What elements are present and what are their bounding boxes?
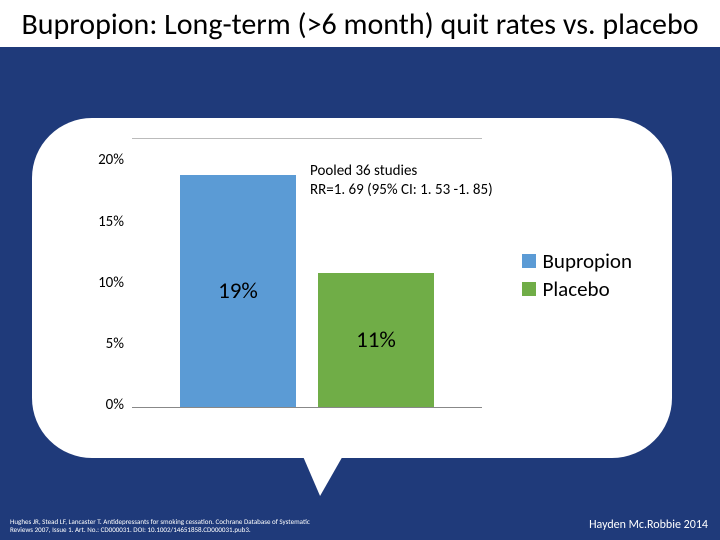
citation: Hughes JR, Stead LF, Lancaster T. Antide… — [10, 518, 310, 534]
plot-area: 0% 5% 10% 15% 20% 19% 11% Pooled 36 stud… — [132, 138, 482, 408]
legend-label-bupropion: Bupropion — [542, 248, 632, 274]
bar-placebo: 11% — [318, 273, 434, 408]
legend-label-placebo: Placebo — [542, 276, 609, 302]
legend-swatch-placebo — [522, 282, 536, 296]
slide-title: Bupropion: Long-term (>6 month) quit rat… — [20, 8, 700, 43]
legend: Bupropion Placebo — [522, 248, 632, 304]
citation-line2: Reviews 2007, Issue 1. Art. No.: CD00003… — [10, 526, 310, 534]
annotation-line2: RR=1. 69 (95% CI: 1. 53 -1. 85) — [310, 181, 493, 200]
ytick-20: 20% — [98, 151, 132, 169]
bar-bupropion-label: 19% — [180, 277, 296, 305]
bar-placebo-label: 11% — [318, 326, 434, 354]
ytick-0: 0% — [106, 396, 132, 414]
bar-bupropion: 19% — [180, 175, 296, 407]
annotation-line1: Pooled 36 studies — [310, 162, 493, 181]
legend-item-placebo: Placebo — [522, 276, 632, 302]
legend-swatch-bupropion — [522, 254, 536, 268]
legend-item-bupropion: Bupropion — [522, 248, 632, 274]
ytick-5: 5% — [106, 335, 132, 353]
chart-annotation: Pooled 36 studies RR=1. 69 (95% CI: 1. 5… — [310, 162, 493, 200]
speech-bubble-tail — [284, 440, 352, 496]
chart-area: 0% 5% 10% 15% 20% 19% 11% Pooled 36 stud… — [76, 138, 636, 438]
attribution: Hayden Mc.Robbie 2014 — [589, 518, 708, 532]
plot-top-border — [132, 138, 482, 139]
title-band: Bupropion: Long-term (>6 month) quit rat… — [0, 0, 720, 47]
ytick-15: 15% — [98, 213, 132, 231]
ytick-10: 10% — [98, 274, 132, 292]
speech-bubble: 0% 5% 10% 15% 20% 19% 11% Pooled 36 stud… — [32, 118, 672, 458]
